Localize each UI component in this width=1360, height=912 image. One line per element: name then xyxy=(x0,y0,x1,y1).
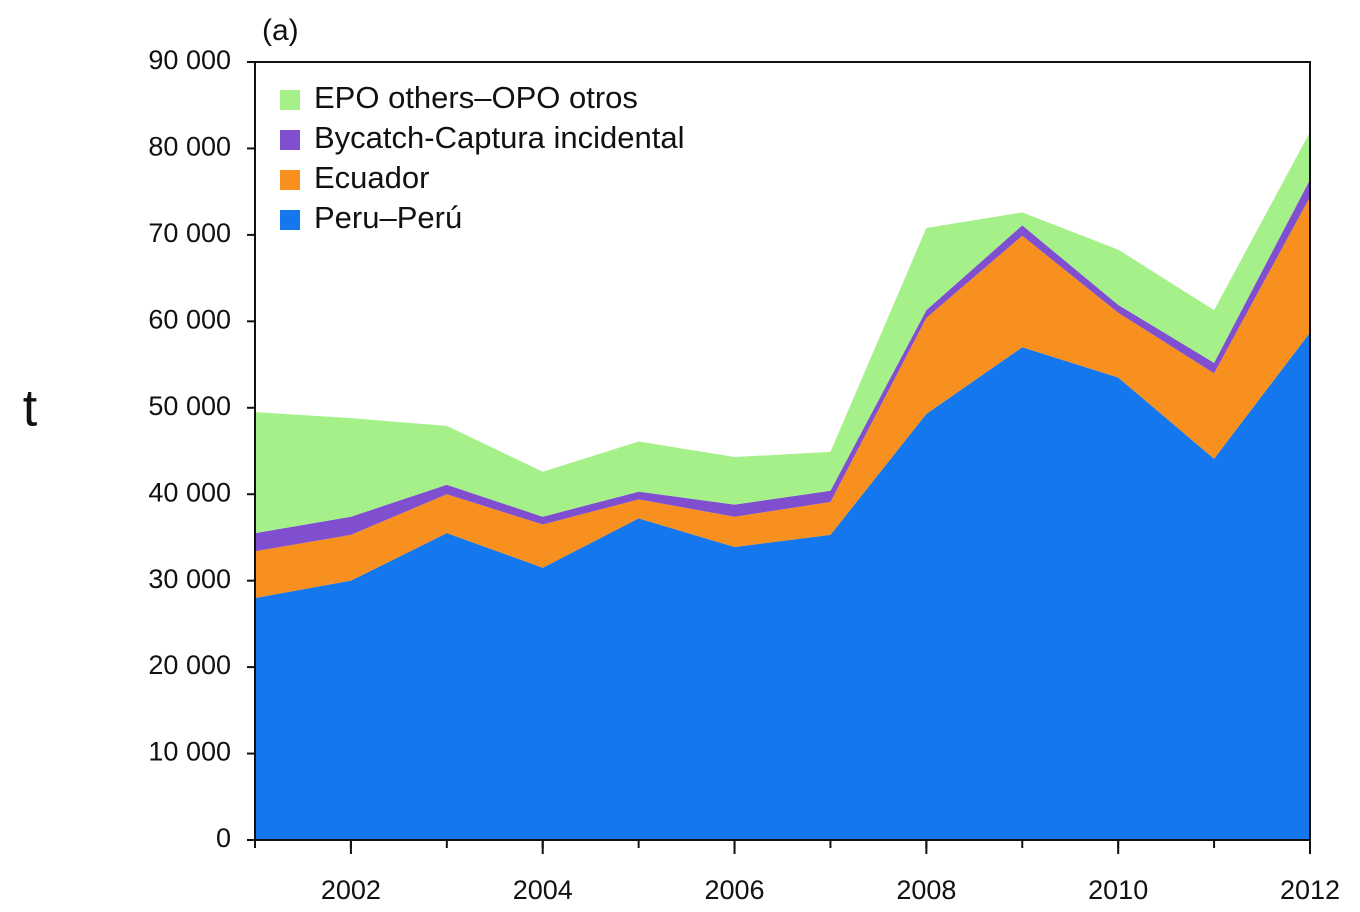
y-tick-label: 70 000 xyxy=(148,218,231,248)
y-tick-label: 60 000 xyxy=(148,304,231,334)
x-tick-label: 2002 xyxy=(321,875,381,905)
y-axis-label: t xyxy=(23,380,38,438)
area xyxy=(255,132,1310,534)
legend-label: Bycatch-Captura incidental xyxy=(314,120,684,155)
y-tick-label: 30 000 xyxy=(148,564,231,594)
x-tick-label: 2008 xyxy=(896,875,956,905)
legend-swatch xyxy=(280,130,300,150)
y-tick-label: 10 000 xyxy=(148,737,231,767)
plot-frame xyxy=(254,61,1311,841)
legend-swatch xyxy=(280,90,300,110)
x-tick-label: 2006 xyxy=(705,875,765,905)
y-tick-label: 0 xyxy=(216,823,231,853)
area xyxy=(255,196,1310,598)
legend-swatch xyxy=(280,170,300,190)
legend-swatch xyxy=(280,210,300,230)
x-tick-label: 2004 xyxy=(513,875,573,905)
legend-label: EPO others–OPO otros xyxy=(314,80,638,115)
x-tick-label: 2010 xyxy=(1088,875,1148,905)
legend-label: Ecuador xyxy=(314,160,429,195)
y-tick-label: 40 000 xyxy=(148,477,231,507)
x-tick-label: 2012 xyxy=(1280,875,1340,905)
area xyxy=(255,332,1310,840)
panel-label: (a) xyxy=(262,14,299,47)
y-tick-label: 20 000 xyxy=(148,650,231,680)
y-tick-label: 80 000 xyxy=(148,132,231,162)
y-tick-label: 90 000 xyxy=(148,45,231,75)
y-tick-label: 50 000 xyxy=(148,391,231,421)
legend-label: Peru–Perú xyxy=(314,200,462,235)
area xyxy=(255,179,1310,552)
